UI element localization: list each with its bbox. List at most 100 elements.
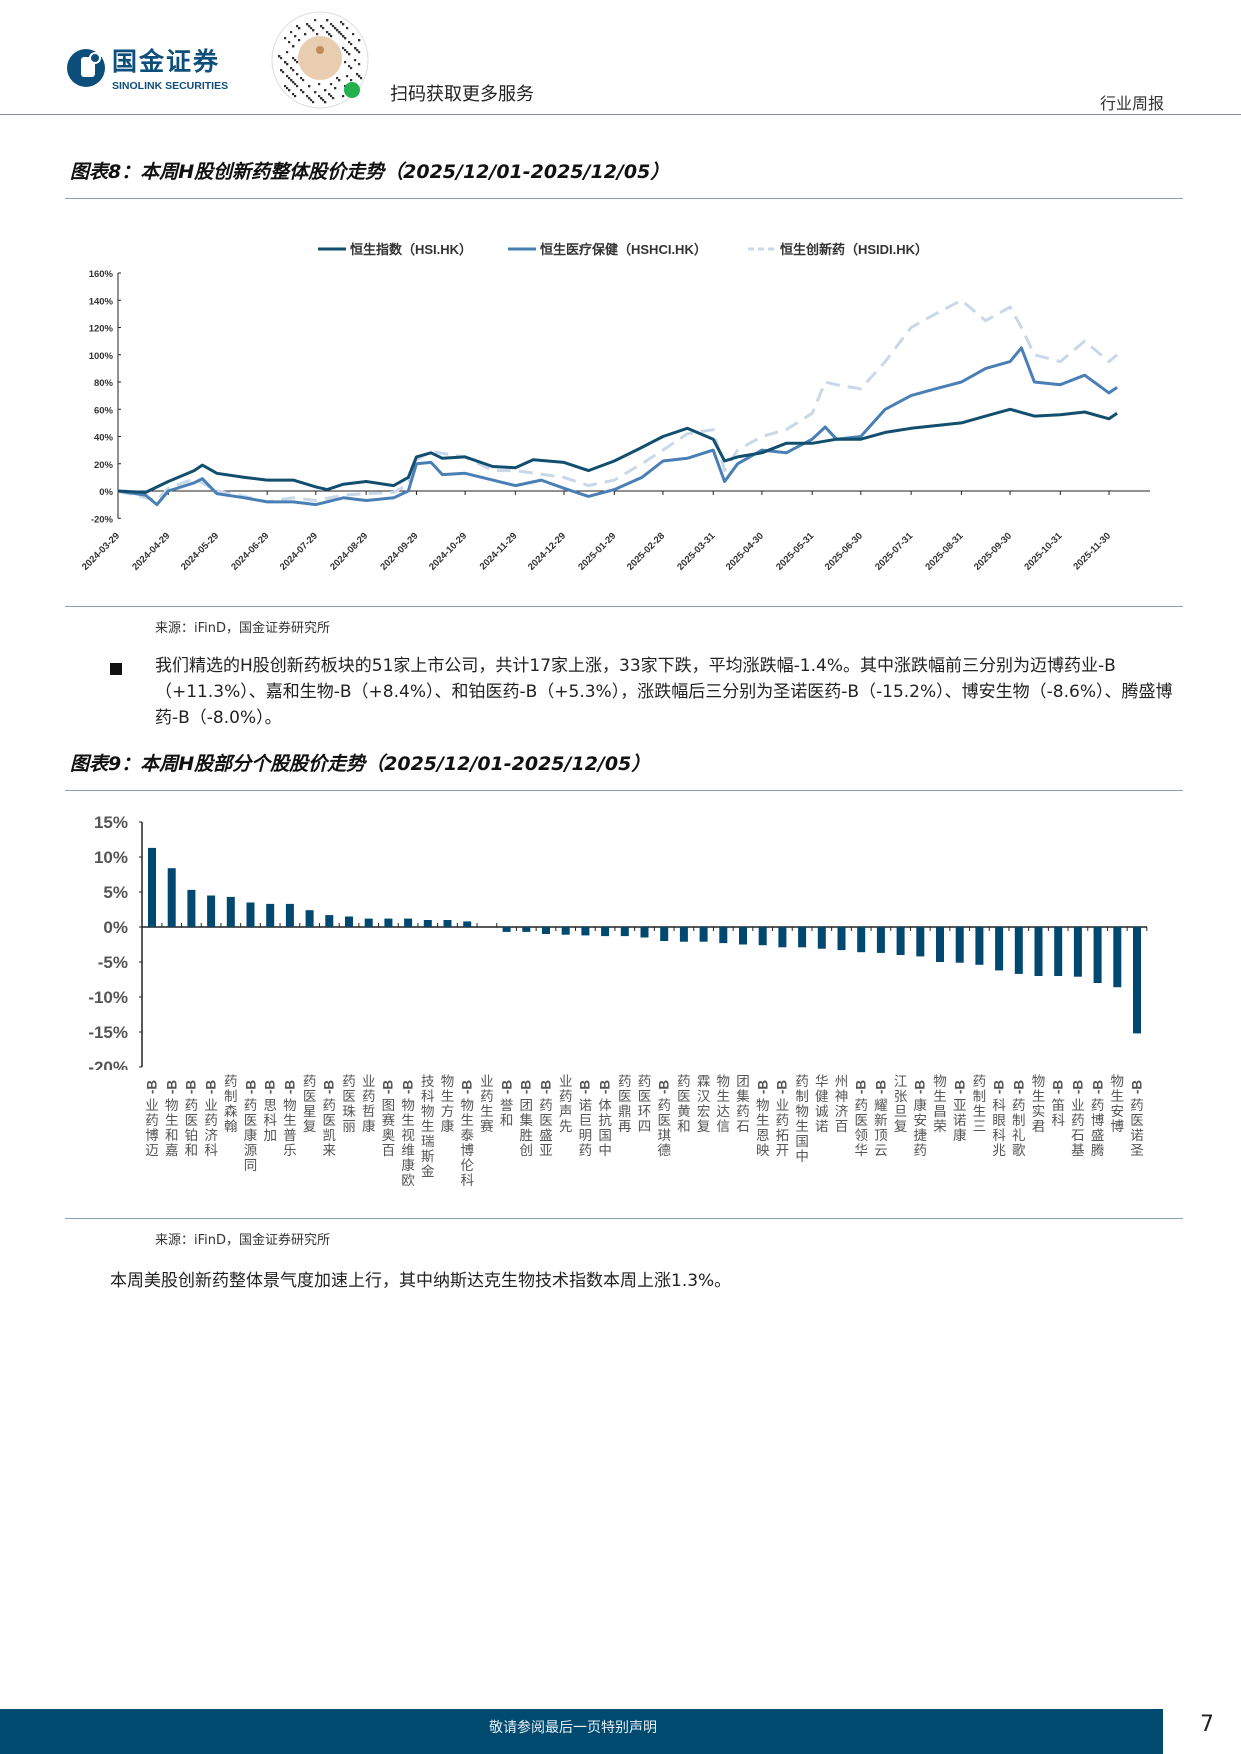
category-label: 创胜集团 -B [518, 1079, 534, 1159]
series-line-1 [117, 346, 1118, 507]
x-tick-label: 2025-06-30 [823, 531, 865, 573]
bar [1093, 927, 1102, 983]
legend-item: 恒生医疗保健（HSHCI.HK） [508, 242, 707, 257]
category-label: 嘉和生物 -B [164, 1079, 180, 1159]
bar [522, 927, 531, 932]
y-tick-label: 20% [94, 460, 114, 471]
category-label: 金斯瑞生物科技 [421, 1074, 435, 1180]
category-label: 三生制药 [972, 1074, 987, 1135]
y-tick-label: 0% [103, 918, 128, 937]
category-label: 荣昌生物 [933, 1074, 947, 1135]
figure8-title: 图表8：本周H股创新药整体股价走势（2025/12/01-2025/12/05） [70, 161, 670, 183]
bar [423, 920, 432, 927]
us-market-paragraph: 本周美股创新药整体景气度加速上行，其中纳斯达克生物技术指数本周上涨1.3%。 [110, 1271, 732, 1291]
x-tick-label: 2025-03-31 [675, 530, 718, 573]
bar [798, 927, 807, 948]
category-label: 康哲药业 [361, 1074, 376, 1135]
bar [443, 920, 452, 927]
category-label: 同源康医药 -B [243, 1079, 258, 1174]
y-tick-label: 100% [89, 351, 114, 362]
bar [167, 868, 176, 927]
bar [1073, 927, 1082, 977]
category-label: 复宏汉霖 [696, 1074, 711, 1135]
category-label: 君实生物 [1031, 1074, 1046, 1135]
x-tick-label: 2025-07-31 [873, 530, 916, 573]
category-label: 歌礼制药 -B [1011, 1079, 1027, 1159]
x-tick-label: 2025-11-30 [1071, 531, 1113, 573]
bar [975, 927, 984, 965]
category-label: 开拓药业 -B [774, 1079, 790, 1159]
category-label: 丽珠医药 [342, 1074, 356, 1135]
figure8-top-rule [65, 198, 1183, 199]
bar [1034, 927, 1043, 976]
x-tick-label: 2024-12-29 [526, 531, 568, 573]
category-label: 亚盛医药 -B [538, 1079, 554, 1159]
bullet-icon [110, 663, 122, 675]
x-tick-label: 2024-04-29 [130, 531, 172, 573]
bar [542, 927, 550, 934]
category-label: 云顶新耀 -B [873, 1079, 889, 1159]
category-label: 乐普生物 -B [282, 1079, 298, 1159]
category-label: 德琪医药 -B [656, 1079, 672, 1159]
qr-code-icon [271, 11, 369, 109]
category-label: 百济神州 [834, 1074, 849, 1135]
category-label: 中国抗体 -B [597, 1079, 613, 1159]
x-tick-label: 2025-08-31 [923, 530, 966, 573]
bar [876, 927, 885, 953]
category-label: 科笛 -B [1050, 1079, 1066, 1129]
category-label: 加科思 -B [262, 1079, 278, 1144]
bar [660, 927, 669, 941]
sinolink-logo-icon [67, 49, 105, 87]
x-tick-label: 2025-10-31 [1022, 530, 1065, 573]
legend-label: 恒生指数（HSI.HK） [350, 242, 472, 257]
x-tick-label: 2024-06-29 [229, 531, 271, 573]
category-label: 华领医药 -B [853, 1079, 869, 1159]
bar-chart: 15% 10% 5% 0% -5% -10% -15% -20% [88, 813, 1148, 1070]
bar [502, 927, 511, 932]
category-label: 兆科眼科 -B [991, 1079, 1007, 1159]
y-tick-label: 80% [94, 378, 114, 389]
x-tick-label: 2024-09-29 [378, 531, 420, 573]
bar [187, 889, 196, 927]
category-label: 和铂医药 -B [183, 1079, 199, 1159]
category-label: 诺诚健华 [815, 1074, 829, 1135]
scan-prompt-text: 扫码获取更多服务 [390, 84, 534, 105]
bar [995, 927, 1004, 971]
category-label: 博安生物 [1110, 1074, 1125, 1135]
category-label: 欧康维视生物 -B [400, 1079, 416, 1189]
figure8-bottom-rule [65, 606, 1183, 607]
category-label: 四环医药 [637, 1074, 652, 1135]
category-label: 康方生物 [440, 1074, 455, 1135]
figure9-top-rule [65, 790, 1183, 791]
bar [896, 927, 905, 955]
y-tick-label: 120% [89, 324, 114, 335]
figure9-source: 来源：iFinD，国金证券研究所 [155, 1233, 331, 1248]
y-tick-label: -5% [98, 953, 128, 972]
series-line-0 [117, 407, 1118, 494]
category-label: 复旦张江 [893, 1074, 908, 1135]
bar [1113, 927, 1122, 988]
page-number: 7 [1200, 1712, 1214, 1737]
category-label: 再鼎医药 [618, 1074, 632, 1135]
category-label: 药明巨诺 -B [577, 1079, 593, 1159]
bar [955, 927, 964, 963]
y-tick-label: 60% [94, 405, 114, 416]
bar [817, 927, 826, 949]
y-tick-label: 15% [94, 813, 128, 832]
bar [758, 927, 767, 946]
figure9-title: 图表9：本周H股部分个股股价走势（2025/12/01-2025/12/05） [70, 753, 651, 775]
bar [739, 927, 747, 945]
bar [404, 918, 413, 927]
bar [778, 927, 787, 948]
bar [679, 927, 688, 942]
header-divider [0, 114, 1241, 115]
bar [364, 918, 373, 927]
category-label: 先声药业 [558, 1074, 573, 1135]
bar [325, 915, 334, 927]
bar [345, 916, 353, 927]
bar [581, 927, 590, 936]
bar [246, 902, 255, 927]
category-label: 和誉 -B [499, 1079, 515, 1129]
category-label: 翰森制药 [224, 1074, 238, 1135]
bar [463, 921, 472, 927]
